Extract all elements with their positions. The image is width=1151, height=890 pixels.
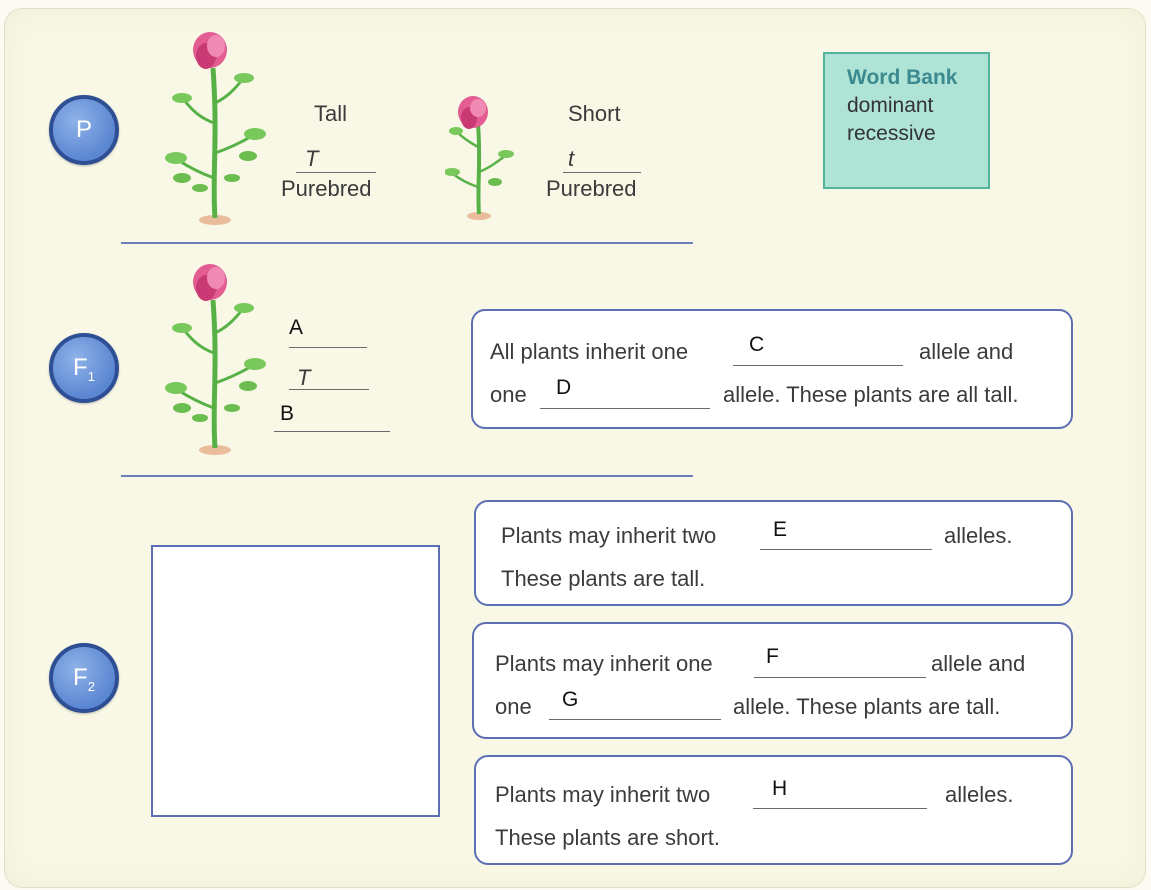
tall-allele-line — [296, 172, 376, 173]
f2-statement-box-h: Plants may inherit two H alleles. These … — [474, 755, 1073, 865]
h-line1-end: alleles. — [945, 782, 1014, 807]
tall-label: Tall — [314, 101, 348, 126]
badge-label: P — [75, 116, 92, 143]
short-allele: t — [568, 146, 575, 171]
blank-h-label: H — [772, 777, 788, 800]
blank-b-line[interactable] — [274, 431, 390, 432]
divider — [121, 475, 693, 477]
short-allele-line — [563, 172, 641, 173]
badge-subscript: 1 — [87, 368, 95, 384]
badge-subscript: 2 — [87, 678, 95, 694]
blank-h-line[interactable] — [753, 808, 927, 809]
blank-e-line[interactable] — [760, 549, 932, 550]
tall-purebred: Purebred — [281, 176, 372, 201]
f1-allele: T — [297, 365, 311, 390]
fg-line2-end: allele. These plants are tall. — [733, 694, 1001, 719]
label-a: A — [289, 316, 304, 339]
badge-label: F — [73, 354, 88, 381]
e-line2: These plants are tall. — [501, 566, 706, 591]
f1-line1-start: All plants inherit one — [490, 339, 689, 364]
f2-statement-box-fg: Plants may inherit one F allele and one … — [472, 622, 1073, 739]
tall-allele: T — [305, 146, 319, 171]
label-b: B — [280, 402, 295, 425]
blank-g-line[interactable] — [549, 719, 721, 720]
f1-line2-end: allele. These plants are all tall. — [723, 382, 1019, 407]
f1-statement-box: All plants inherit one C allele and one … — [471, 309, 1073, 429]
badge-label: F — [73, 664, 88, 691]
word-bank: Word Bank dominant recessive — [823, 52, 990, 189]
divider — [121, 242, 693, 244]
f1-allele-line — [289, 389, 369, 390]
short-label: Short — [568, 101, 621, 126]
f1-line1-end: allele and — [919, 339, 1014, 364]
blank-c-line[interactable] — [733, 365, 903, 366]
e-line1-start: Plants may inherit two — [501, 523, 717, 548]
e-line1-end: alleles. — [944, 523, 1013, 548]
word-bank-word: recessive — [847, 122, 936, 145]
fg-line2-start: one — [495, 694, 532, 719]
blank-f-label: F — [766, 645, 779, 668]
blank-a-line[interactable] — [289, 347, 367, 348]
short-purebred: Purebred — [546, 176, 637, 201]
blank-g-label: G — [562, 688, 579, 711]
f1-plant-icon — [165, 264, 266, 455]
h-line1-start: Plants may inherit two — [495, 782, 711, 807]
word-bank-title: Word Bank — [847, 66, 958, 89]
fg-line1-end: allele and — [931, 651, 1026, 676]
blank-d-line[interactable] — [540, 408, 710, 409]
blank-c-label: C — [749, 333, 765, 356]
blank-d-label: D — [556, 376, 572, 399]
f2-drawing-area[interactable] — [151, 545, 440, 817]
fg-line1-start: Plants may inherit one — [495, 651, 713, 676]
short-plant-icon — [445, 96, 514, 220]
blank-f-line[interactable] — [754, 677, 926, 678]
f2-statement-box-e: Plants may inherit two E alleles. These … — [474, 500, 1073, 606]
word-bank-word: dominant — [847, 94, 934, 117]
tall-plant-icon — [165, 32, 266, 225]
f1-line2-start: one — [490, 382, 527, 407]
generation-p-badge: P — [49, 95, 119, 165]
blank-e-label: E — [773, 518, 788, 541]
h-line2: These plants are short. — [495, 825, 721, 850]
